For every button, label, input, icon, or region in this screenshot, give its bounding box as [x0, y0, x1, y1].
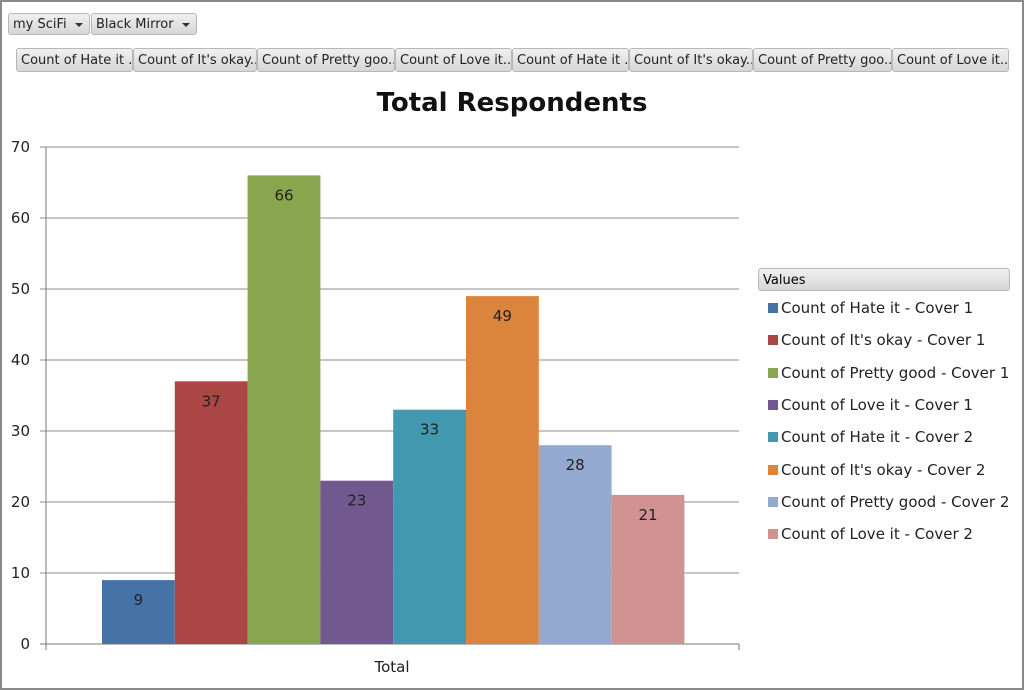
y-tick-label: 0	[20, 635, 30, 653]
legend-label: Count of It's okay - Cover 1	[781, 331, 986, 350]
legend-item: Count of Pretty good - Cover 2	[768, 492, 1009, 512]
legend-swatch	[768, 399, 778, 410]
filter-label: my SciFi	[13, 17, 67, 32]
legend-label: Count of Love it - Cover 2	[781, 525, 973, 544]
bar	[611, 494, 685, 644]
legend-label: Count of Hate it - Cover 1	[781, 299, 974, 317]
legend-header[interactable]: Values	[758, 268, 1010, 291]
bar	[320, 480, 394, 644]
data-label: 21	[638, 506, 657, 524]
legend-item: Count of Hate it - Cover 1	[768, 298, 973, 318]
legend-item: Count of Pretty good - Cover 1	[768, 363, 1009, 383]
legend-swatch	[768, 529, 778, 540]
legend-label: Count of It's okay - Cover 2	[781, 460, 986, 479]
legend-swatch	[768, 496, 778, 507]
y-tick-label: 10	[11, 564, 30, 582]
field-button[interactable]: Count of Love it...	[395, 48, 512, 72]
legend-swatch	[768, 432, 778, 443]
x-category-label: Total	[373, 658, 409, 676]
field-button[interactable]: Count of Pretty goo...	[753, 48, 892, 72]
bar	[393, 409, 466, 644]
chart-title: Total Respondents	[376, 88, 648, 118]
legend-item: Count of Hate it - Cover 2	[768, 427, 973, 447]
data-label: 9	[134, 591, 144, 609]
field-button[interactable]: Count of Hate it ...	[512, 48, 629, 72]
bar	[538, 445, 612, 644]
filter-dropdown-genre[interactable]: my SciFi	[8, 13, 90, 35]
data-label: 23	[347, 492, 366, 510]
bar	[466, 296, 539, 644]
field-button[interactable]: Count of Love it...	[892, 48, 1009, 72]
data-label: 37	[202, 392, 221, 410]
y-tick-label: 30	[11, 422, 30, 440]
legend-label: Count of Pretty good - Cover 2	[781, 492, 1010, 511]
chevron-down-icon	[182, 23, 190, 27]
legend-swatch	[768, 335, 778, 346]
legend-swatch	[768, 303, 778, 313]
data-label: 66	[274, 186, 293, 204]
legend-label: Count of Love it - Cover 1	[781, 395, 973, 414]
legend-swatch	[768, 367, 778, 378]
y-tick-label: 50	[11, 280, 30, 298]
legend-item: Count of Love it - Cover 2	[768, 524, 973, 544]
filter-dropdown-show[interactable]: Black Mirror	[91, 13, 197, 35]
data-label: 33	[420, 421, 439, 439]
chevron-down-icon	[75, 23, 83, 27]
field-button[interactable]: Count of It's okay...	[629, 48, 753, 72]
legend-item: Count of It's okay - Cover 2	[768, 460, 985, 480]
data-label: 28	[566, 456, 585, 474]
field-button[interactable]: Count of It's okay...	[133, 48, 257, 72]
field-button[interactable]: Count of Hate it ...	[16, 48, 133, 72]
data-label: 49	[493, 307, 512, 325]
bar	[174, 381, 248, 644]
y-tick-label: 40	[11, 351, 30, 369]
y-tick-label: 20	[11, 493, 30, 511]
legend-label: Count of Pretty good - Cover 1	[781, 363, 1010, 382]
legend-item: Count of Love it - Cover 1	[768, 395, 973, 415]
filter-label: Black Mirror	[96, 17, 174, 32]
bar	[247, 175, 321, 644]
field-button[interactable]: Count of Pretty goo...	[257, 48, 395, 72]
legend-label: Count of Hate it - Cover 2	[781, 428, 974, 447]
legend-item: Count of It's okay - Cover 1	[768, 330, 985, 350]
y-tick-label: 60	[11, 209, 30, 227]
bar	[102, 580, 175, 644]
y-tick-label: 70	[11, 138, 30, 156]
legend-swatch	[768, 464, 778, 475]
